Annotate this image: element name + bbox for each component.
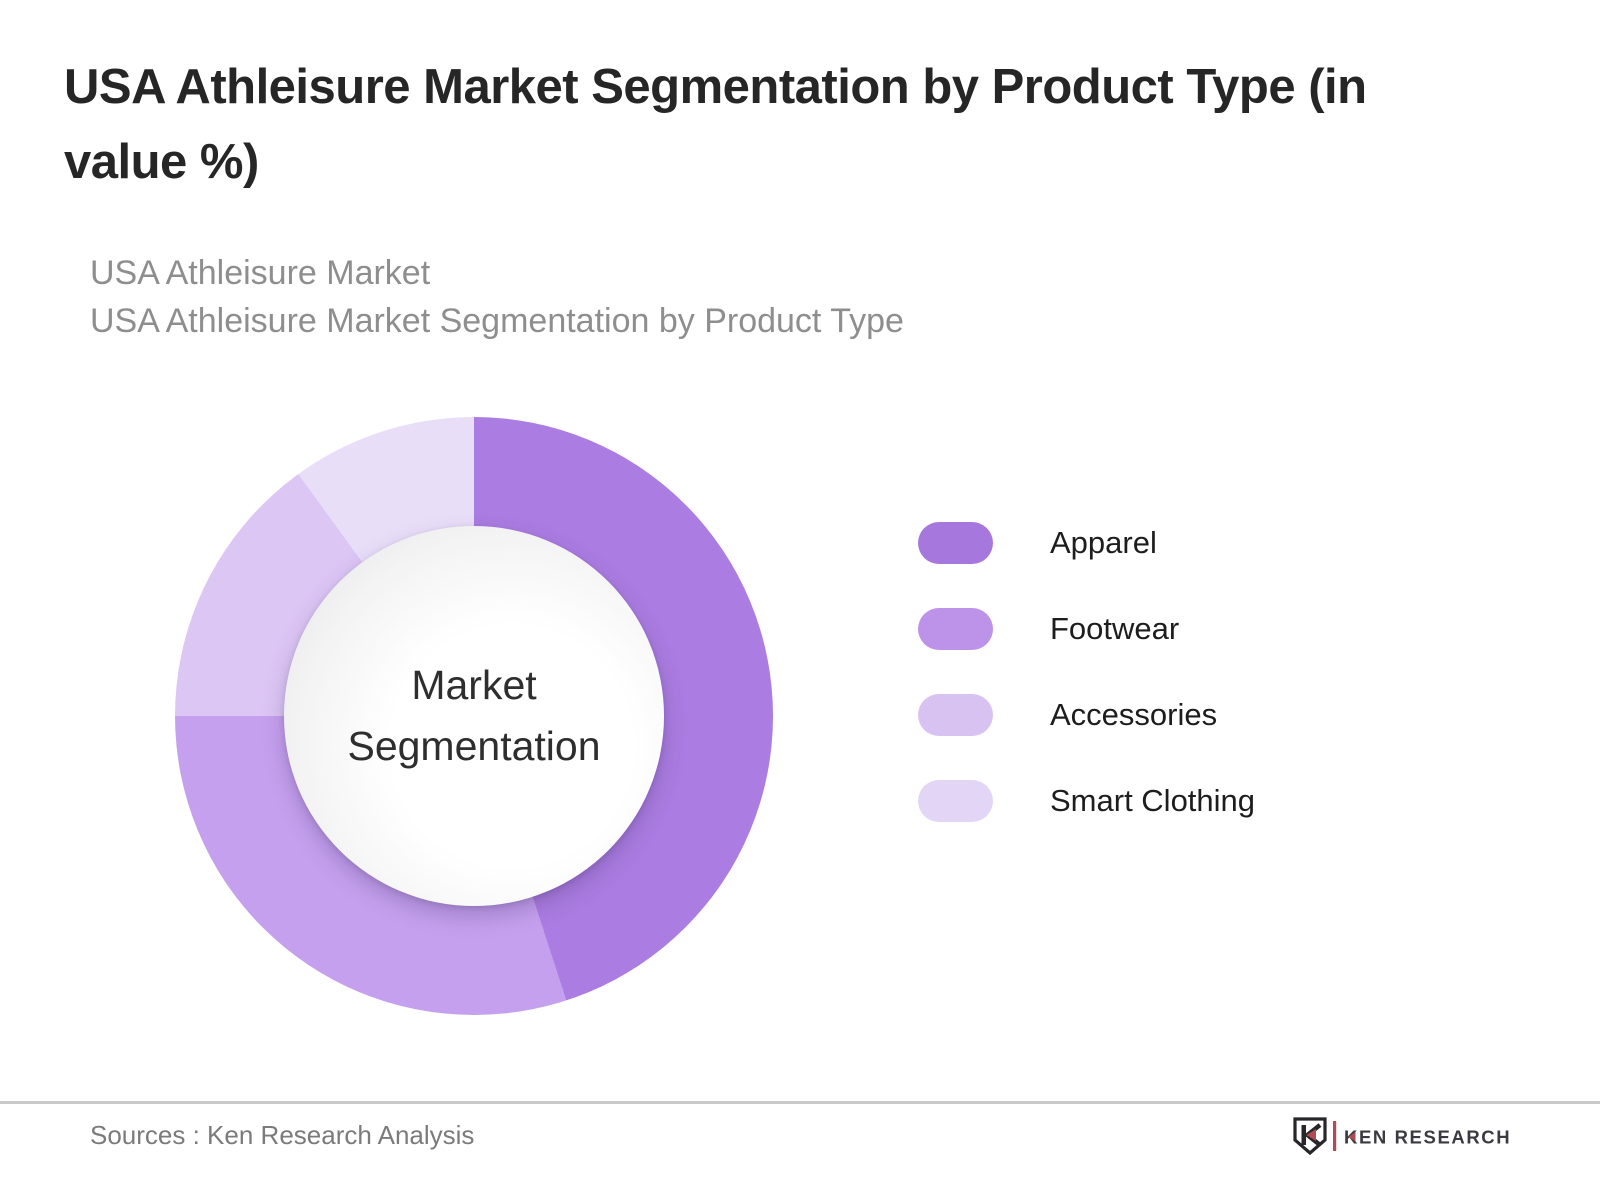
subtitle-line-2: USA Athleisure Market Segmentation by Pr… <box>90 301 904 340</box>
shield-k-icon <box>1293 1117 1327 1156</box>
legend-label-footwear: Footwear <box>1050 611 1180 646</box>
legend-label-accessories: Accessories <box>1050 697 1218 732</box>
legend-item-smart-clothing: Smart Clothing <box>918 780 1255 822</box>
page-title: USA Athleisure Market Segmentation by Pr… <box>64 60 1367 189</box>
legend-label-apparel: Apparel <box>1050 525 1157 560</box>
footer-divider <box>0 1101 1600 1104</box>
legend-swatch-apparel <box>918 522 993 564</box>
donut-center: Market Segmentation <box>284 526 664 906</box>
logo-wordmark: KEN RESEARCH <box>1344 1127 1511 1148</box>
chart-subtitle: USA Athleisure Market USA Athleisure Mar… <box>90 250 904 345</box>
source-note: Sources : Ken Research Analysis <box>90 1120 475 1150</box>
subtitle-line-1: USA Athleisure Market <box>90 254 431 292</box>
logo-divider-bar <box>1333 1121 1337 1151</box>
legend-swatch-smart-clothing <box>918 780 993 822</box>
legend-swatch-accessories <box>918 694 993 736</box>
legend-item-footwear: Footwear <box>918 608 1255 650</box>
donut-chart: Market Segmentation <box>175 417 773 1015</box>
legend-item-accessories: Accessories <box>918 694 1255 736</box>
legend-item-apparel: Apparel <box>918 522 1255 564</box>
ken-research-logo: KEN RESEARCH <box>1293 1117 1511 1156</box>
logo-k-accent <box>1348 1132 1356 1142</box>
chart-legend: Apparel Footwear Accessories Smart Cloth… <box>918 522 1255 866</box>
legend-swatch-footwear <box>918 608 993 650</box>
donut-center-label: Market Segmentation <box>347 661 601 770</box>
legend-label-smart-clothing: Smart Clothing <box>1050 783 1256 818</box>
